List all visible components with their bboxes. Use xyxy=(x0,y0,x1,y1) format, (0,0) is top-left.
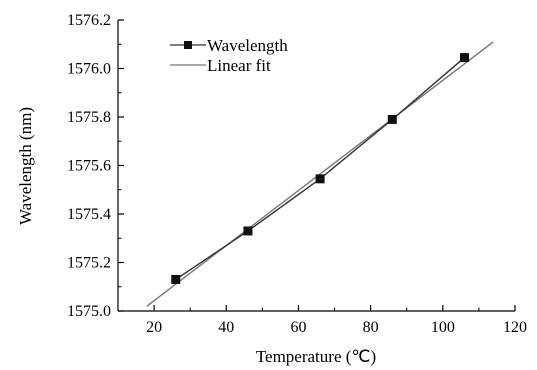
y-tick-label: 1575.0 xyxy=(67,303,111,320)
wavelength-data-point xyxy=(243,226,253,236)
x-axis-ticks: 20 40 60 80 100 120 xyxy=(117,305,527,336)
x-tick-label: 60 xyxy=(290,319,306,336)
x-tick-label: 20 xyxy=(146,319,162,336)
y-tick-label: 1575.2 xyxy=(67,255,111,272)
y-tick-label: 1575.6 xyxy=(67,158,111,175)
wavelength-data-point xyxy=(459,53,469,63)
y-axis-ticks: 1575.0 1575.2 1575.4 1575.6 1575.8 1576.0 1576… xyxy=(67,12,124,320)
plot-frame xyxy=(117,20,515,312)
x-axis-title: Temperature (℃) xyxy=(256,347,376,366)
wavelength-data-point xyxy=(171,274,181,284)
y-tick-label: 1576.0 xyxy=(67,61,111,78)
legend-wavelength-marker-icon xyxy=(184,41,192,49)
legend: Wavelength Linear fit xyxy=(170,36,288,75)
wavelength-data-point xyxy=(315,174,325,184)
series-layer xyxy=(146,41,494,307)
wavelength-data-point xyxy=(387,114,397,124)
x-tick-label: 100 xyxy=(431,319,455,336)
x-tick-label: 120 xyxy=(503,319,527,336)
wavelength-series-line xyxy=(175,57,465,281)
y-tick-label: 1575.8 xyxy=(67,109,111,126)
legend-linear-fit-label: Linear fit xyxy=(207,56,271,75)
y-axis-title: Wavelength (nm) xyxy=(16,107,35,225)
x-tick-label: 40 xyxy=(218,319,234,336)
y-tick-label: 1576.2 xyxy=(67,12,111,29)
legend-wavelength-label: Wavelength xyxy=(207,36,288,55)
y-tick-label: 1575.4 xyxy=(67,206,111,223)
linear-fit-line xyxy=(146,41,494,307)
x-tick-label: 80 xyxy=(363,319,379,336)
